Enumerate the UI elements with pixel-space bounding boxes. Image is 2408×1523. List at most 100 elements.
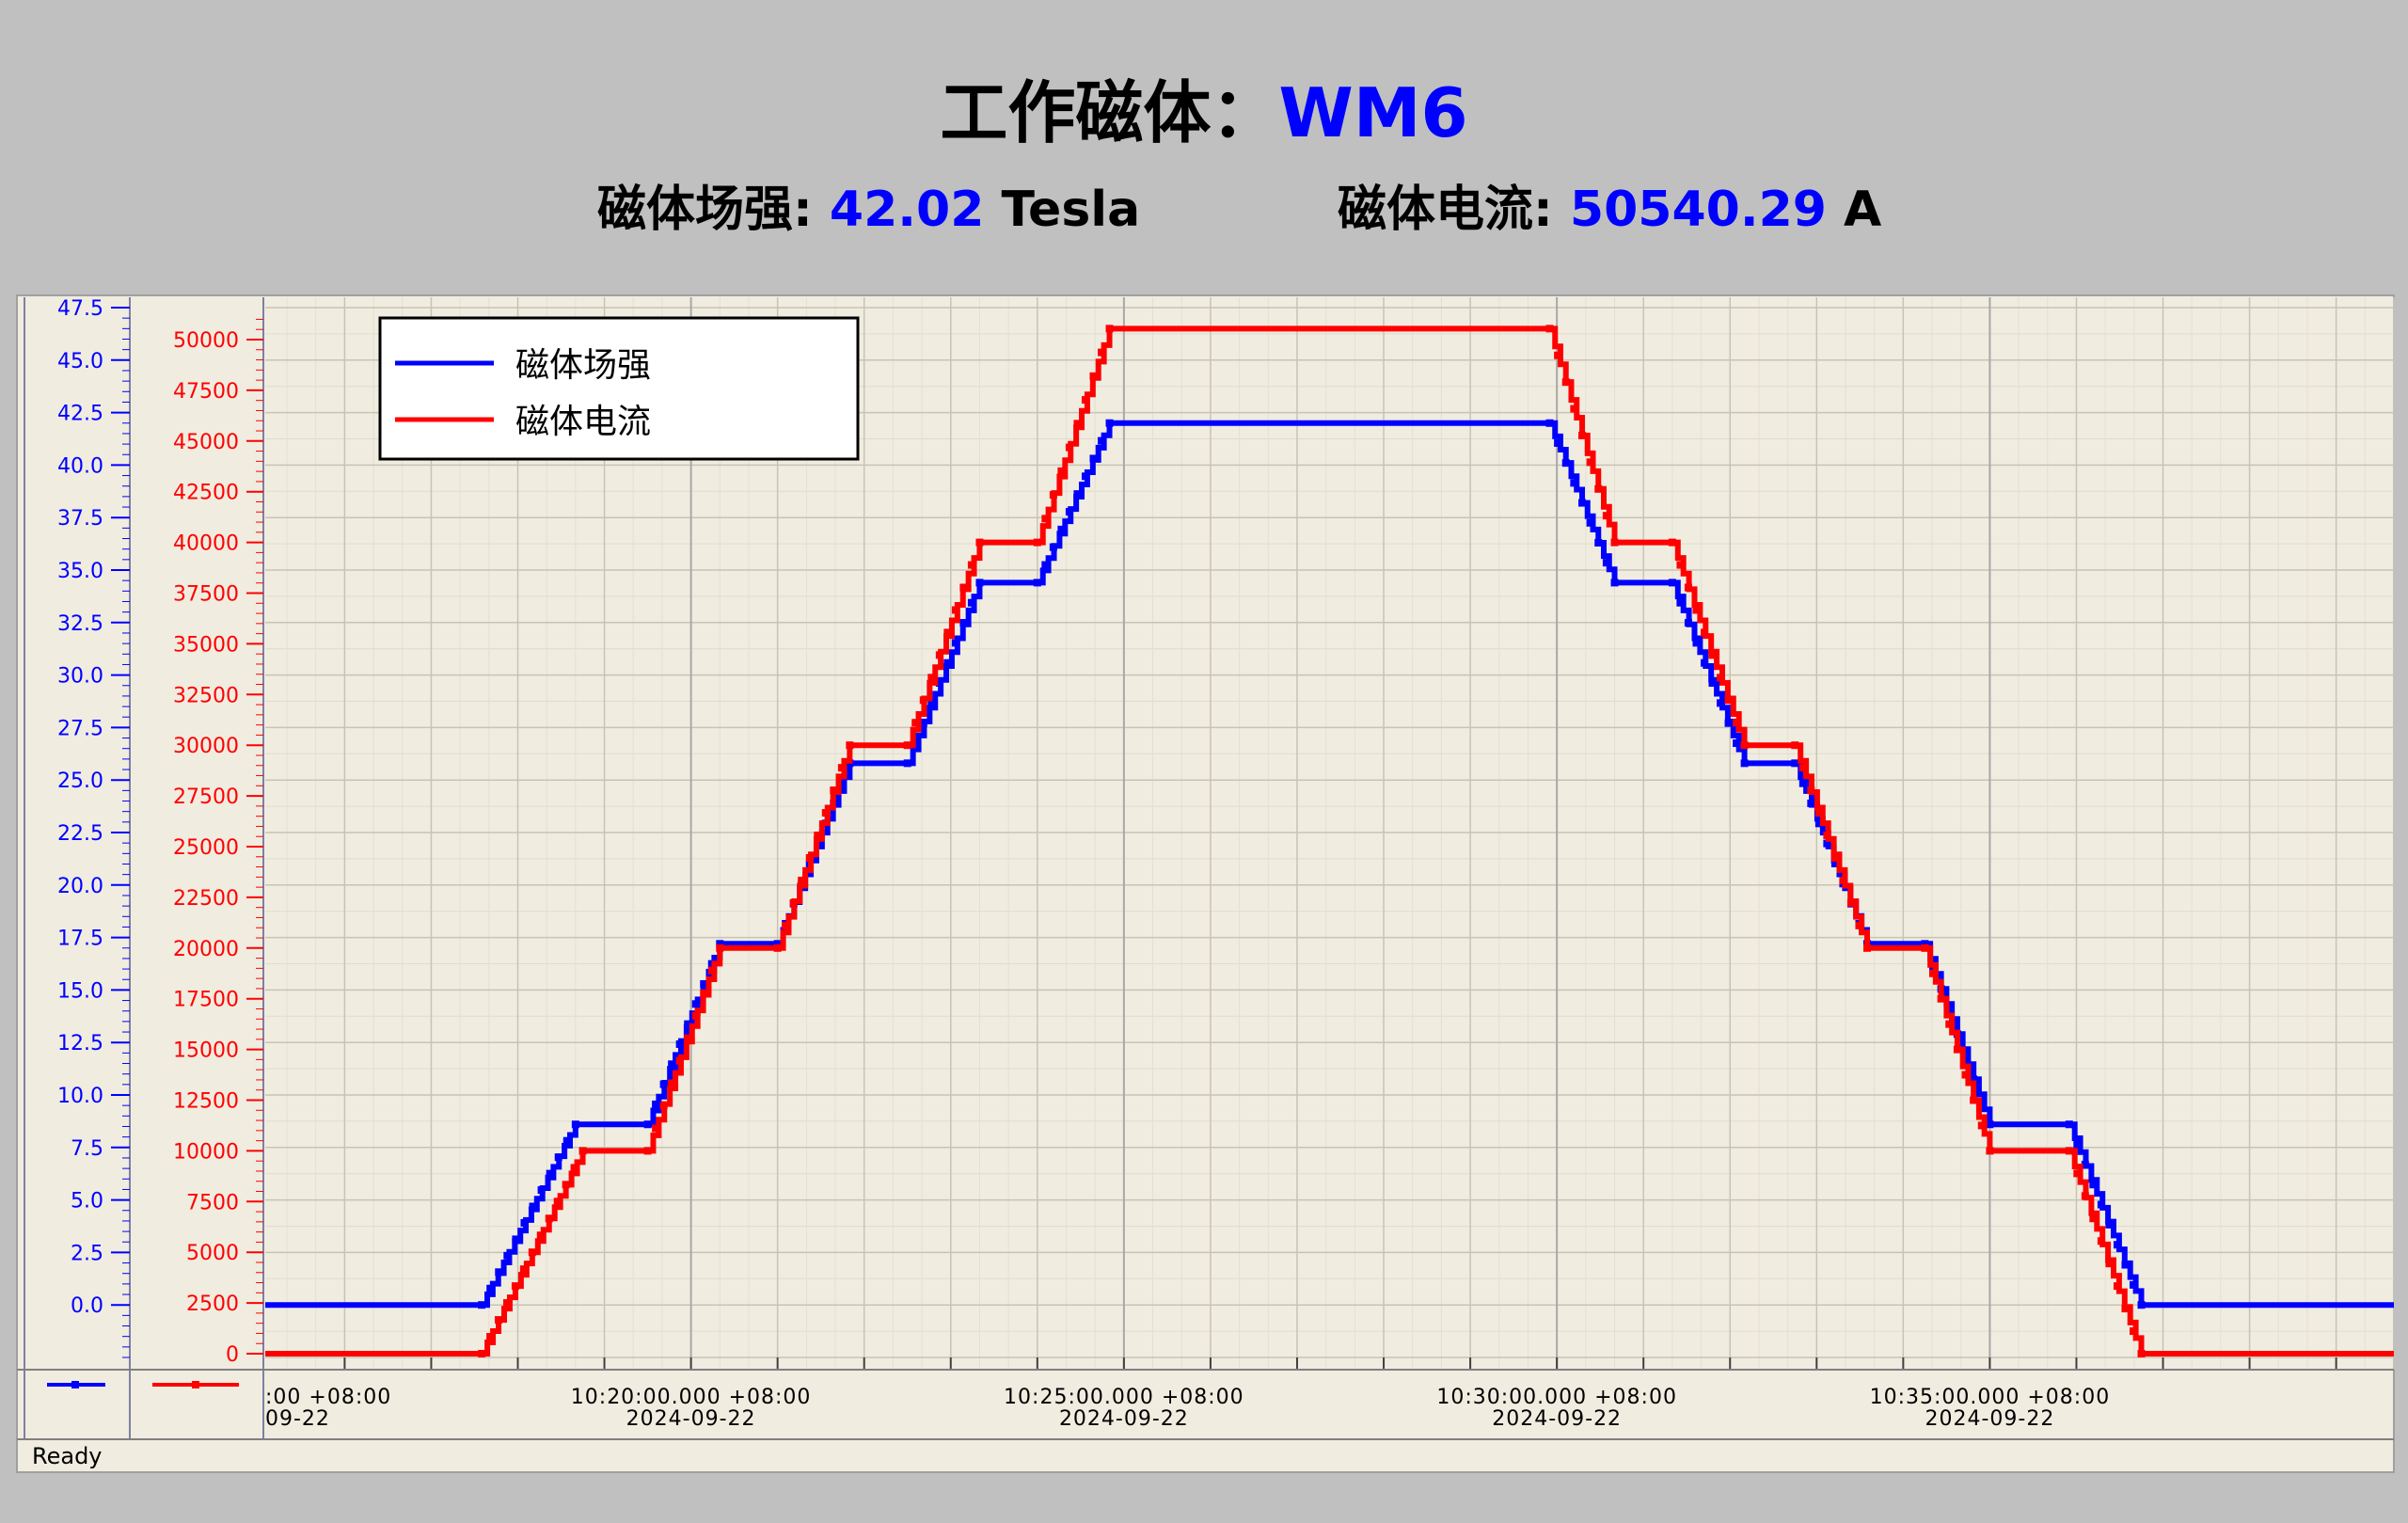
series-point-0	[975, 579, 984, 587]
current-tick-label: 20000	[173, 938, 239, 961]
swatch-field-marker	[71, 1381, 79, 1388]
field-unit: Tesla	[984, 182, 1141, 238]
series-point-1	[1594, 484, 1603, 493]
left-tick-label: 47.5	[57, 297, 103, 321]
left-tick-label: 10.0	[57, 1085, 103, 1108]
series-point-0	[1041, 561, 1050, 569]
series-point-1	[967, 561, 975, 569]
series-point-1	[691, 1011, 700, 1020]
series-point-1	[2121, 1305, 2130, 1313]
left-tick-label: 40.0	[57, 454, 103, 478]
series-point-0	[684, 1020, 692, 1028]
series-point-1	[1733, 719, 1741, 727]
series-point-1	[1684, 583, 1692, 592]
series-point-1	[1961, 1071, 1970, 1079]
series-point-1	[1814, 809, 1823, 817]
series-point-0	[1570, 479, 1578, 487]
series-point-1	[1554, 351, 1562, 359]
series-point-0	[2073, 1140, 2082, 1149]
current-tick-label: 0	[226, 1343, 239, 1367]
series-point-1	[1791, 741, 1799, 750]
series-point-0	[546, 1169, 554, 1178]
series-point-0	[486, 1284, 495, 1293]
series-point-1	[1953, 1045, 1961, 1054]
series-point-0	[1724, 719, 1733, 727]
series-point-1	[1105, 325, 1114, 333]
series-point-1	[927, 674, 936, 682]
series-point-1	[1977, 1121, 1986, 1130]
series-point-0	[2129, 1280, 2137, 1289]
series-point-1	[1098, 348, 1106, 357]
series-point-1	[1041, 515, 1050, 523]
current-value: 50540.29	[1569, 182, 1827, 238]
series-point-1	[2105, 1260, 2114, 1268]
series-point-1	[1545, 325, 1554, 333]
series-point-1	[1830, 853, 1839, 862]
field-label: 磁体场强:	[597, 182, 830, 238]
current-tick-label: 12500	[173, 1090, 239, 1114]
series-point-0	[1692, 639, 1701, 647]
series-point-1	[1921, 944, 1929, 952]
series-point-1	[1846, 898, 1855, 907]
series-point-1	[975, 538, 984, 547]
current-tick-label: 27500	[173, 785, 239, 809]
series-point-0	[643, 1120, 652, 1129]
series-point-0	[2121, 1261, 2130, 1269]
series-point-1	[903, 741, 911, 750]
series-point-1	[1570, 405, 1578, 413]
series-point-1	[789, 898, 798, 907]
current-tick-label: 10000	[173, 1140, 239, 1164]
series-point-0	[1073, 490, 1082, 499]
series-point-1	[2081, 1192, 2089, 1200]
series-point-1	[1863, 944, 1872, 952]
series-point-1	[1839, 876, 1847, 884]
series-point-0	[652, 1100, 660, 1108]
series-swatches	[47, 1381, 239, 1388]
series-point-1	[668, 1079, 676, 1087]
x-tick-label-time: 10:30:00.000 +08:00	[1436, 1386, 1677, 1409]
series-point-1	[805, 853, 814, 862]
current-tick-label: 35000	[173, 633, 239, 657]
x-tick-label-time: 10:25:00.000 +08:00	[1004, 1386, 1244, 1409]
series-point-0	[967, 598, 975, 607]
field-value: 42.02	[829, 182, 985, 238]
series-point-0	[1098, 436, 1106, 445]
current-tick-label: 47500	[173, 380, 239, 404]
swatch-current-marker	[192, 1381, 199, 1388]
left-tick-label: 35.0	[57, 560, 103, 583]
left-tick-label: 17.5	[57, 928, 103, 951]
current-label: 磁体电流:	[1338, 182, 1570, 238]
left-tick-label: 42.5	[57, 403, 103, 426]
series-point-0	[2081, 1160, 2089, 1168]
series-point-0	[716, 940, 724, 948]
series-point-0	[1586, 518, 1594, 527]
series-point-0	[951, 639, 959, 647]
left-tick-label: 22.5	[57, 822, 103, 846]
left-tick-label: 37.5	[57, 507, 103, 531]
series-point-1	[536, 1231, 545, 1240]
series-point-0	[1049, 543, 1057, 551]
x-tick-label-time: :00 +08:00	[265, 1386, 391, 1409]
series-point-1	[2089, 1214, 2098, 1223]
series-point-1	[1945, 1020, 1954, 1028]
x-tick-label-date: 2024-09-22	[1059, 1407, 1189, 1431]
series-point-0	[1733, 739, 1741, 748]
series-point-1	[1089, 372, 1098, 380]
series-point-0	[1814, 819, 1823, 828]
current-tick-label: 7500	[186, 1191, 239, 1214]
status-text: Ready	[32, 1443, 103, 1469]
series-point-1	[821, 809, 830, 817]
left-tick-label: 7.5	[71, 1137, 103, 1161]
series-point-1	[1561, 378, 1570, 387]
series-point-0	[1561, 459, 1570, 468]
series-point-0	[935, 679, 943, 688]
series-point-0	[773, 940, 782, 948]
legend-box	[378, 316, 860, 461]
current-tick-label: 30000	[173, 735, 239, 758]
series-point-1	[782, 921, 790, 929]
series-point-1	[1610, 538, 1619, 547]
series-point-1	[1937, 994, 1945, 1003]
x-tick-label-time: 10:35:00.000 +08:00	[1870, 1386, 2111, 1409]
